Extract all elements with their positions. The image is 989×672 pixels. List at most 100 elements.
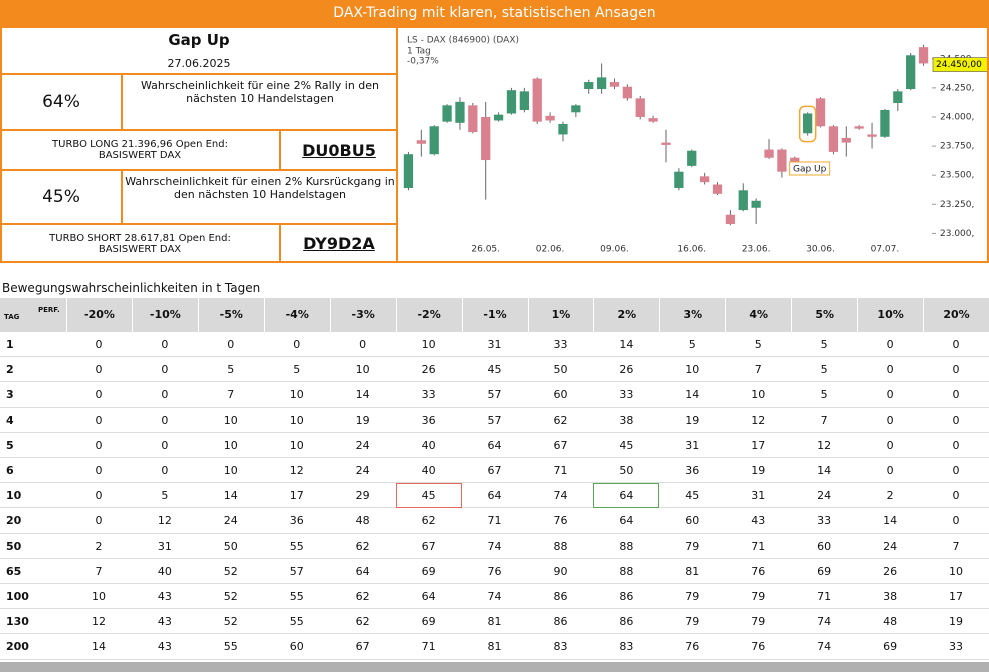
cell-value: 19: [949, 615, 964, 629]
row-tag: 6: [6, 464, 14, 477]
table-header-bg: [0, 298, 989, 332]
cell-value: 67: [487, 464, 502, 477]
cell-value: 10: [223, 413, 238, 427]
long-code[interactable]: DU0BU5: [280, 130, 398, 170]
cell-value: 14: [91, 640, 106, 654]
y-tick-label: 23.750,: [940, 142, 974, 152]
column-header: 1%: [527, 298, 594, 332]
row-line: [0, 658, 989, 660]
cell-value: 71: [817, 590, 832, 603]
cell-value: 74: [553, 489, 568, 503]
cell-value: 0: [952, 438, 960, 452]
annotation-label: Gap Up: [793, 165, 827, 175]
row-tag: 100: [6, 590, 29, 603]
candle-body: [455, 101, 465, 123]
cell-value: 14: [685, 388, 700, 402]
cell-value: 55: [289, 539, 304, 553]
candle-body: [468, 105, 478, 133]
cell-value: 24: [817, 489, 832, 503]
cell-value: 55: [223, 640, 238, 654]
y-tick-label: 23.000,: [940, 229, 974, 239]
column-header: 5%: [791, 298, 857, 332]
cell-value: 71: [421, 640, 436, 654]
cell-value: 7: [952, 539, 960, 553]
cell-value: 0: [95, 388, 103, 402]
candle-body: [416, 140, 426, 144]
cell-value: 7: [227, 388, 235, 402]
row-tag: 3: [6, 388, 14, 402]
long-product-box: TURBO LONG 21.396,96 Open End: BASISWERT…: [0, 130, 280, 170]
candle-body: [442, 105, 452, 122]
cell-value: 0: [95, 514, 103, 528]
cell-value: 86: [553, 590, 568, 603]
cell-value: 10: [91, 590, 106, 603]
cell-value: 0: [886, 464, 894, 477]
column-header: -2%: [395, 298, 462, 332]
cell-value: 40: [421, 438, 436, 452]
cell-value: 26: [883, 564, 898, 578]
signal-date: 27.06.2025: [167, 56, 231, 70]
row-line: [0, 557, 989, 559]
candle-body: [699, 176, 710, 183]
candle-body: [596, 77, 607, 90]
long-text: Wahrscheinlichkeit für eine 2% Rally in …: [122, 74, 398, 130]
cell-value: 88: [619, 539, 634, 553]
cell-value: 43: [157, 640, 172, 654]
candle-body: [738, 190, 748, 211]
cell-value: 76: [751, 564, 766, 578]
cell-value: 76: [751, 640, 766, 654]
cell-value: 5: [820, 338, 828, 351]
long-underlying: BASISWERT DAX: [98, 150, 182, 161]
cell-value: 0: [952, 514, 960, 528]
row-line: [0, 633, 989, 635]
cell-value: 74: [817, 615, 832, 629]
row-tag: 2: [6, 363, 14, 377]
cell-value: 69: [883, 640, 898, 654]
row-tag: 65: [6, 564, 22, 578]
row-line: [0, 431, 989, 433]
cell-value: 10: [751, 388, 766, 402]
cell-value: 40: [421, 464, 436, 477]
candle-body: [584, 82, 594, 90]
cell-value: 48: [355, 514, 370, 528]
candle-body: [725, 214, 736, 225]
cell-value: 10: [949, 564, 964, 578]
cell-value: 90: [553, 564, 568, 578]
row-tag: 1: [6, 338, 14, 351]
cell-value: 76: [487, 564, 502, 578]
cell-value: 86: [619, 590, 634, 603]
y-tick-label: 23.500,: [940, 171, 974, 181]
cell-value: 0: [886, 413, 894, 427]
cell-value: 76: [685, 640, 700, 654]
cell-value: 79: [685, 615, 700, 629]
cell-value: 19: [355, 413, 370, 427]
annotation-box: [789, 161, 831, 176]
chart-change: -0,37%: [407, 57, 439, 67]
cell-value: 31: [751, 489, 766, 503]
cell-value: 10: [289, 413, 304, 427]
cell-value: 62: [421, 514, 436, 528]
row-tag: 200: [6, 640, 29, 654]
cell-value: 0: [227, 338, 235, 351]
column-header: 10%: [857, 298, 923, 332]
last-price-box: [932, 57, 989, 72]
cell-value: 0: [952, 363, 960, 377]
cell-value: 55: [289, 590, 304, 603]
column-header: 3%: [659, 298, 725, 332]
cell-value: 5: [754, 338, 762, 351]
row-line: [0, 532, 989, 534]
cell-value: 67: [421, 539, 436, 553]
y-tick-label: 23.250,: [940, 200, 974, 210]
row-tag: 130: [6, 615, 29, 629]
cell-value: 33: [949, 640, 964, 654]
cell-value: 74: [817, 640, 832, 654]
cell-value: 10: [223, 464, 238, 477]
row-tag: 5: [6, 438, 14, 452]
x-tick-label: 02.06.: [536, 245, 565, 255]
cell-value: 0: [952, 388, 960, 402]
short-code[interactable]: DY9D2A: [280, 224, 398, 263]
cell-value: 0: [886, 363, 894, 377]
corner-tag: TAG: [4, 313, 20, 321]
cell-value: 26: [421, 363, 436, 377]
